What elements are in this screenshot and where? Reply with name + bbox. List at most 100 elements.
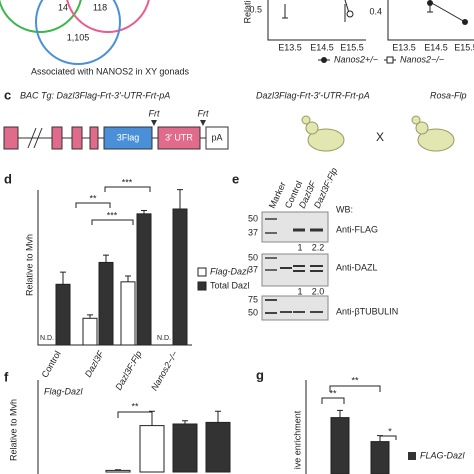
exon — [71, 126, 83, 150]
sig: ** — [329, 388, 337, 398]
venn: 14 118 1,105 Associated with NANOS2 in X… — [0, 0, 189, 76]
x-label: E13.5 — [392, 42, 416, 52]
panel-g: g ive enrichment ** ** * — [256, 367, 397, 474]
panel-label: f — [4, 369, 9, 384]
bar — [172, 208, 188, 346]
y-label: Relative to Mvh — [24, 234, 34, 296]
x-label: E15.5 — [340, 42, 364, 52]
nd-label: N.D. — [40, 335, 54, 342]
panel-label: c — [4, 87, 11, 102]
x-label: E14.5 — [310, 42, 334, 52]
legend-label: Nanos2−/− — [400, 54, 444, 64]
nd-label: N.D. — [157, 335, 171, 342]
x-label: E15.5 — [454, 42, 474, 52]
error-bar — [377, 435, 383, 442]
error-bar — [115, 469, 121, 471]
exon — [89, 126, 99, 150]
venn-circle — [66, 0, 150, 33]
box-label: 3′ UTR — [165, 132, 193, 142]
y-label: Relative to Mvh — [8, 399, 18, 461]
panel-label: g — [256, 367, 264, 382]
mw: 37 — [248, 227, 258, 237]
legend-swatch — [197, 281, 207, 291]
flag-box — [103, 126, 153, 150]
sig: * — [388, 426, 392, 436]
y-label: ive enrichment — [292, 410, 302, 469]
sig: ** — [89, 193, 97, 203]
venn-circle — [35, 0, 121, 65]
bar — [330, 417, 350, 474]
band — [265, 218, 277, 234]
sig-bracket — [104, 186, 151, 192]
line-trace — [282, 0, 351, 22]
axis — [267, 0, 366, 41]
sig-bracket — [91, 219, 134, 225]
legend-swatch — [197, 267, 207, 277]
error-bar — [182, 420, 188, 424]
ratio: 1 — [297, 286, 302, 296]
error-bar — [87, 314, 93, 319]
axis — [387, 0, 474, 41]
mw: 50 — [248, 213, 258, 223]
sig-bracket — [329, 385, 381, 392]
sig-bracket — [117, 411, 153, 418]
exon — [3, 126, 19, 150]
error-bar — [141, 209, 147, 214]
band — [265, 257, 277, 271]
antibody: Anti-DAZL — [336, 262, 378, 272]
mw: 50 — [248, 252, 258, 262]
error-bar — [125, 275, 131, 282]
error-bar — [149, 410, 155, 426]
x-tick-label: Control — [40, 349, 63, 379]
frt-label: Frt — [149, 108, 160, 118]
strain-label: Rosa-Flp — [430, 90, 467, 100]
construct-title: BAC Tg: Dazl3Flag-Frt-3′-UTR-Frt-pA — [20, 90, 170, 100]
mw: 37 — [248, 264, 258, 274]
strain-label: Dazl3Flag-Frt-3′-UTR-Frt-pA — [256, 90, 370, 100]
panel-d: d Relative to Mvh ** *** *** — [4, 171, 192, 346]
legend-swatch — [408, 452, 416, 460]
legend-label: FLAG-Dazl — [420, 450, 466, 460]
sig: ** — [131, 401, 139, 411]
band — [265, 299, 323, 314]
mw: 50 — [248, 307, 258, 317]
blot — [261, 211, 329, 243]
sig-bracket — [75, 202, 111, 208]
legend-label: Total Dazl — [210, 280, 250, 290]
marker — [427, 0, 433, 6]
bar — [82, 317, 98, 346]
error-bar — [103, 254, 109, 263]
box-label: 3Flag — [117, 132, 140, 142]
bar — [120, 281, 136, 346]
sig-bracket — [379, 435, 397, 440]
venn-count: 118 — [93, 2, 107, 12]
break — [27, 127, 43, 149]
frt-label: Frt — [198, 108, 209, 118]
mouse — [301, 115, 345, 152]
error-bar — [215, 410, 221, 423]
cross: X — [376, 130, 384, 144]
box-label: pA — [211, 132, 222, 142]
venn-caption: Associated with NANOS2 in XY gonads — [31, 66, 189, 76]
tick-label: 0.5 — [249, 4, 262, 14]
panel-label: e — [232, 171, 239, 186]
x-tick-label: Dazl3F:Flp — [113, 349, 143, 392]
marker — [346, 10, 354, 18]
x-tick-label: Nanos2−/− — [149, 349, 180, 392]
y-label: Relati — [242, 0, 252, 23]
antibody: Anti-FLAG — [336, 224, 378, 234]
ratio: 2.0 — [312, 286, 325, 296]
bar — [205, 421, 231, 473]
x-label: E14.5 — [424, 42, 448, 52]
bar — [172, 423, 198, 473]
bar — [55, 283, 71, 346]
ratio: 1 — [297, 242, 302, 252]
panel-c: c BAC Tg: Dazl3Flag-Frt-3′-UTR-Frt-pA 3F… — [3, 87, 467, 152]
venn-count: 1,105 — [67, 32, 90, 42]
x-tick-label: Dazl3F — [83, 349, 106, 379]
legend-label: Flag-Dazl — [210, 266, 250, 276]
error-bar — [177, 189, 183, 209]
bar — [98, 261, 114, 346]
band — [280, 265, 323, 272]
mw: 75 — [248, 294, 258, 304]
